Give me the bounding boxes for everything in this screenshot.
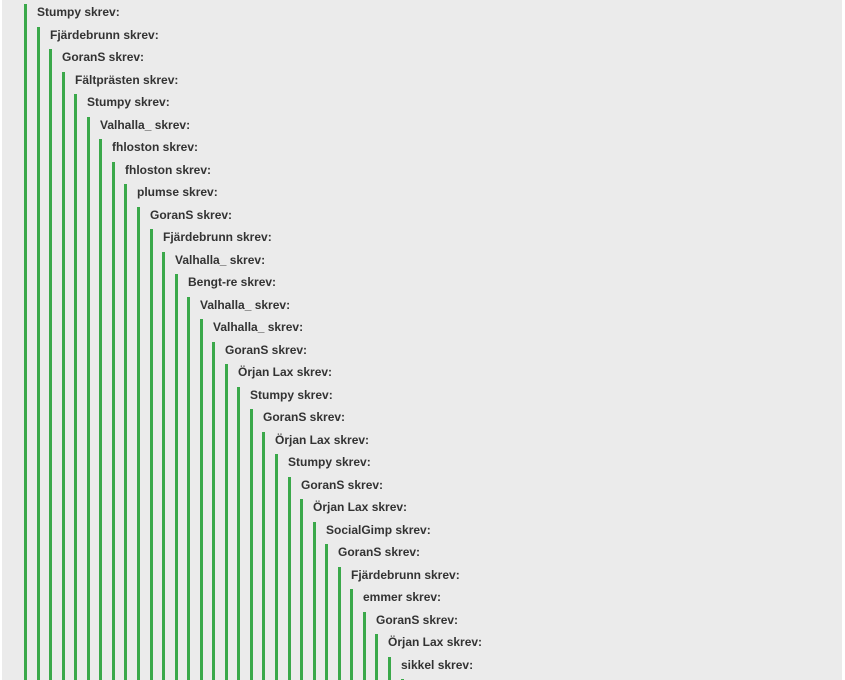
quote-border (375, 634, 378, 680)
quote-author-label: sikkel skrev: (401, 658, 474, 672)
quote-author-label: GoranS skrev: (376, 613, 459, 627)
quote-author-label: emmer skrev: (363, 590, 442, 604)
quote-border (162, 252, 165, 680)
quote-author-label: Stumpy skrev: (288, 455, 371, 469)
quote-border (225, 364, 228, 680)
quote-author-label: Örjan Lax skrev: (313, 500, 408, 514)
quote-border (325, 544, 328, 680)
quote-border (99, 139, 102, 680)
quote-author-label: GoranS skrev: (301, 478, 384, 492)
quote-author-label: Fjärdebrunn skrev: (351, 568, 460, 582)
quote-border (250, 409, 253, 680)
quote-border (37, 27, 40, 680)
quote-author-label: Örjan Lax skrev: (275, 433, 370, 447)
quote-border (288, 477, 291, 680)
quote-author-label: SocialGimp skrev: (326, 523, 431, 537)
quote-author-label: Valhalla_ skrev: (200, 298, 291, 312)
quote-author-label: Fjärdebrunn skrev: (163, 230, 272, 244)
quote-author-label: Örjan Lax skrev: (238, 365, 333, 379)
quote-border (350, 589, 353, 680)
quote-border (338, 567, 341, 680)
quote-border (363, 612, 366, 680)
quote-author-label: GoranS skrev: (225, 343, 308, 357)
quote-border (87, 117, 90, 680)
quote-border (74, 94, 77, 680)
quote-author-label: GoranS skrev: (62, 50, 145, 64)
quote-author-label: GoranS skrev: (150, 208, 233, 222)
quote-author-label: GoranS skrev: (263, 410, 346, 424)
quote-author-label: fhloston skrev: (125, 163, 212, 177)
quote-author-label: fhloston skrev: (112, 140, 199, 154)
quote-border (262, 432, 265, 680)
quote-border (150, 229, 153, 680)
quote-border (388, 657, 391, 680)
quote-border (300, 499, 303, 680)
quote-author-label: Fjärdebrunn skrev: (50, 28, 159, 42)
quote-border (137, 207, 140, 680)
quote-author-label: Valhalla_ skrev: (213, 320, 304, 334)
quote-author-label: Fältprästen skrev: (75, 73, 179, 87)
quote-author-label: Örjan Lax skrev: (388, 635, 483, 649)
quote-border (175, 274, 178, 680)
quote-author-label: Stumpy skrev: (250, 388, 333, 402)
quote-border (24, 4, 27, 680)
quote-border (49, 49, 52, 680)
quote-border (187, 297, 190, 680)
quote-author-label: plumse skrev: (137, 185, 218, 199)
quote-author-label: Stumpy skrev: (87, 95, 170, 109)
quote-author-label: Bengt-re skrev: (188, 275, 277, 289)
quote-border (313, 522, 316, 680)
quote-author-label: Stumpy skrev: (37, 5, 120, 19)
quote-border (212, 342, 215, 680)
quote-border (237, 387, 240, 680)
quote-border (124, 184, 127, 680)
quote-author-label: Valhalla_ skrev: (100, 118, 191, 132)
quote-border (62, 72, 65, 680)
quote-border (112, 162, 115, 680)
quote-border (275, 454, 278, 680)
quote-author-label: Valhalla_ skrev: (175, 253, 266, 267)
quote-author-label: GoranS skrev: (338, 545, 421, 559)
quote-border (200, 319, 203, 680)
